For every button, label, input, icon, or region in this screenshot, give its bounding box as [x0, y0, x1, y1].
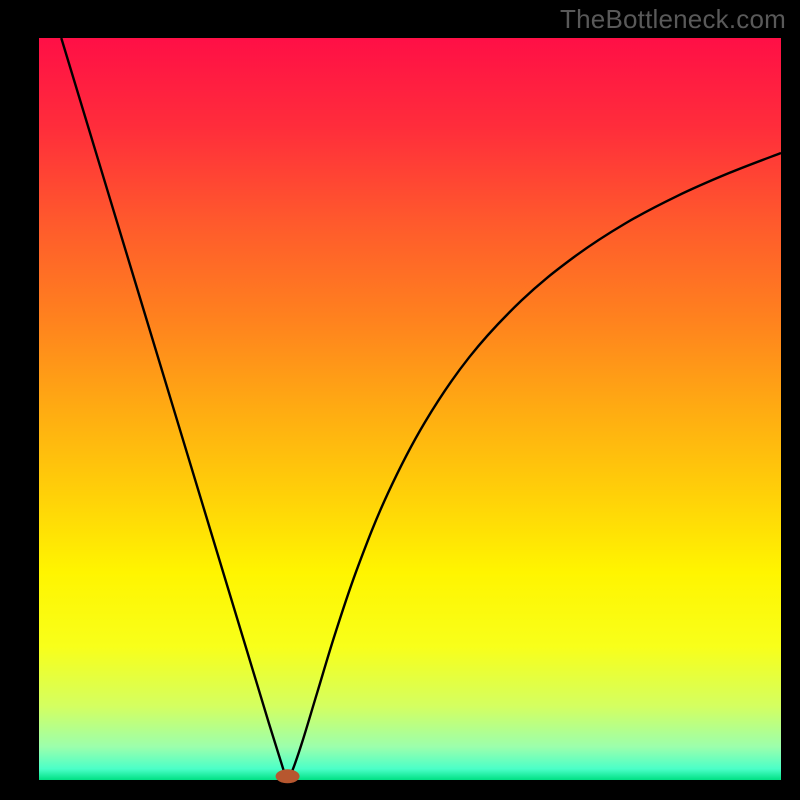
bottleneck-chart [0, 0, 800, 800]
optimal-point-marker [276, 769, 300, 783]
plot-background [39, 38, 781, 780]
watermark-text: TheBottleneck.com [560, 4, 786, 35]
chart-container: TheBottleneck.com [0, 0, 800, 800]
